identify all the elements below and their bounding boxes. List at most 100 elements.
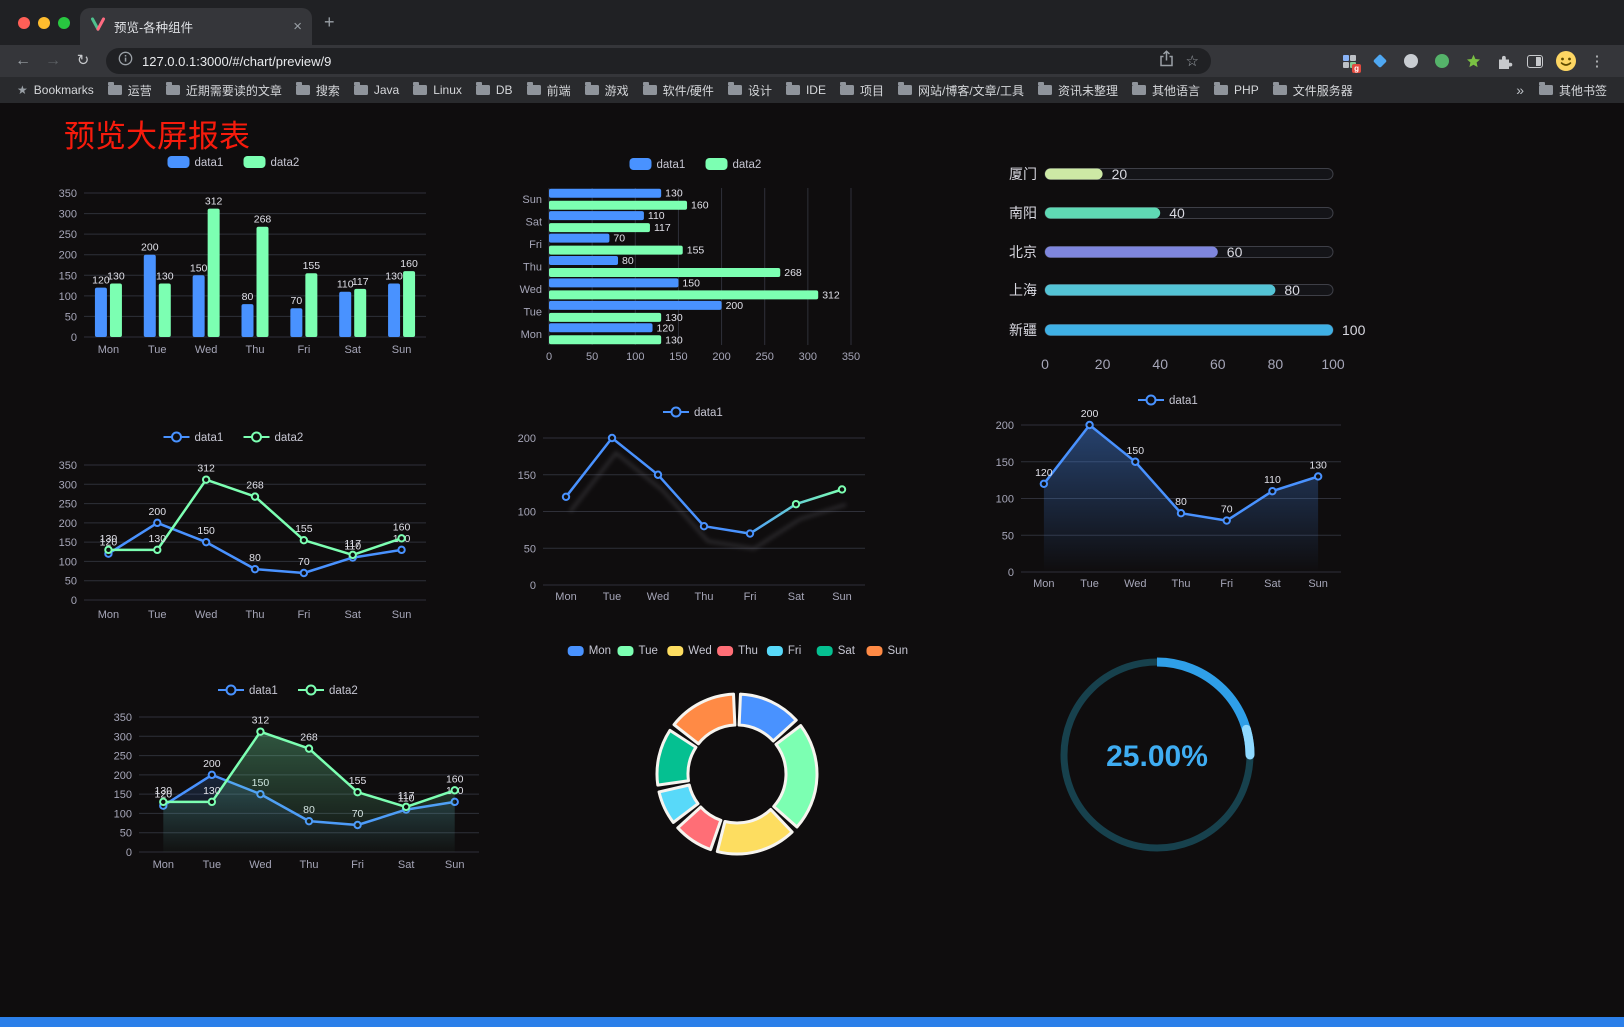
svg-text:Mon: Mon <box>1033 578 1054 590</box>
bookmark-folder[interactable]: 搜索 <box>289 80 347 101</box>
bookmark-star-icon[interactable]: ☆ <box>1185 53 1199 70</box>
svg-text:Sat: Sat <box>344 609 361 621</box>
svg-text:70: 70 <box>298 556 310 568</box>
area-line-chart: data1 0 50 100 150 200 Mon Tue Wed Thu Fri Sat Sun 12… <box>996 394 1341 590</box>
folder-icon <box>1272 82 1287 95</box>
svg-text:data2: data2 <box>329 685 358 697</box>
svg-text:100: 100 <box>996 494 1014 506</box>
folder-icon <box>1214 82 1229 95</box>
bookmark-folder[interactable]: 设计 <box>721 80 779 101</box>
site-info-icon[interactable] <box>118 51 133 71</box>
svg-text:Fri: Fri <box>297 344 310 356</box>
svg-text:Wed: Wed <box>647 591 669 603</box>
back-button[interactable]: ← <box>15 52 31 69</box>
gauge-chart: 25.00% <box>1060 657 1255 852</box>
bookmark-folder[interactable]: Java <box>347 80 406 101</box>
bookmarks-bar: ★ Bookmarks 运营 近期需要读的文章 搜索 Java Linux DB 前端 游戏软… <box>0 77 1624 103</box>
bookmark-folder[interactable]: 文件服务器 <box>1266 80 1360 101</box>
profile-avatar[interactable] <box>1553 48 1579 74</box>
svg-text:Thu: Thu <box>246 609 265 621</box>
new-tab-button[interactable]: + <box>324 12 335 32</box>
side-panel-icon[interactable] <box>1522 48 1548 74</box>
forward-button[interactable]: → <box>45 52 61 69</box>
svg-text:312: 312 <box>197 463 215 475</box>
ext-drop-icon[interactable] <box>1367 48 1393 74</box>
svg-text:312: 312 <box>205 196 223 208</box>
extensions-puzzle-icon[interactable] <box>1491 48 1517 74</box>
ext-github-icon[interactable] <box>1398 48 1424 74</box>
svg-text:200: 200 <box>114 770 132 782</box>
svg-text:110: 110 <box>337 279 354 291</box>
bookmark-folder[interactable]: 运营 <box>101 80 159 101</box>
svg-text:117: 117 <box>344 538 361 550</box>
svg-text:150: 150 <box>197 525 215 537</box>
ext-green-circle-icon[interactable] <box>1429 48 1455 74</box>
svg-text:100: 100 <box>59 291 77 303</box>
minimize-window-button[interactable] <box>38 17 50 29</box>
bookmark-folder[interactable]: PHP <box>1207 80 1266 101</box>
bookmark-folder[interactable]: 软件/硬件 <box>636 80 721 101</box>
svg-text:Tue: Tue <box>148 344 167 356</box>
svg-text:155: 155 <box>295 523 313 535</box>
bookmark-folder[interactable]: 近期需要读的文章 <box>159 80 289 101</box>
svg-text:268: 268 <box>300 732 318 744</box>
tab-close-icon[interactable]: × <box>293 18 302 35</box>
svg-text:Fri: Fri <box>529 239 542 251</box>
other-bookmarks-label: 其他书签 <box>1558 83 1607 98</box>
svg-text:70: 70 <box>613 233 625 245</box>
bookmark-folder[interactable]: 网站/博客/文章/工具 <box>891 80 1031 101</box>
star-icon: ★ <box>17 83 28 97</box>
bookmarks-root-item[interactable]: ★ Bookmarks <box>10 81 101 99</box>
svg-text:200: 200 <box>59 518 77 530</box>
browser-tab[interactable]: 预览-各种组件 × <box>80 8 312 45</box>
svg-text:250: 250 <box>59 229 77 241</box>
bookmark-folder[interactable]: Linux <box>406 80 469 101</box>
bookmark-folder[interactable]: 项目 <box>833 80 891 101</box>
extensions-area: g ⋮ <box>1336 48 1614 74</box>
bookmark-folder[interactable]: DB <box>469 80 520 101</box>
svg-text:Sat: Sat <box>1264 578 1281 590</box>
svg-text:Wed: Wed <box>688 645 711 657</box>
bookmark-folder[interactable]: IDE <box>779 80 833 101</box>
bookmark-folder[interactable]: 游戏 <box>578 80 636 101</box>
svg-text:Fri: Fri <box>351 859 364 871</box>
svg-text:155: 155 <box>303 260 321 272</box>
svg-text:100: 100 <box>518 507 536 519</box>
close-window-button[interactable] <box>18 17 30 29</box>
svg-text:0: 0 <box>1008 567 1014 579</box>
svg-text:130: 130 <box>665 188 683 200</box>
bookmark-folder[interactable]: 其他语言 <box>1125 80 1207 101</box>
svg-text:130: 130 <box>149 533 167 545</box>
share-icon[interactable] <box>1159 50 1174 72</box>
svg-text:Fri: Fri <box>297 609 310 621</box>
svg-text:110: 110 <box>344 541 361 553</box>
svg-text:200: 200 <box>518 433 536 445</box>
bookmarks-overflow-chevron[interactable]: » <box>1516 82 1524 98</box>
svg-text:200: 200 <box>1081 408 1099 420</box>
svg-text:100: 100 <box>114 808 132 820</box>
ext-star-icon[interactable] <box>1460 48 1486 74</box>
svg-text:80: 80 <box>1268 356 1284 372</box>
svg-text:Sat: Sat <box>788 591 805 603</box>
bookmark-folder[interactable]: 资讯未整理 <box>1031 80 1125 101</box>
reload-button[interactable]: ↻ <box>76 52 90 69</box>
svg-text:80: 80 <box>249 552 261 564</box>
svg-text:data2: data2 <box>275 432 304 444</box>
svg-text:Mon: Mon <box>555 591 576 603</box>
svg-text:0: 0 <box>530 580 536 592</box>
svg-text:120: 120 <box>155 789 173 801</box>
svg-text:Sun: Sun <box>888 645 908 657</box>
folder-icon <box>353 82 368 95</box>
bookmark-folder[interactable]: 前端 <box>520 80 578 101</box>
address-bar[interactable]: 127.0.0.1:3000/#/chart/preview/9 ☆ <box>106 48 1211 74</box>
svg-text:Tue: Tue <box>523 306 542 318</box>
svg-text:data1: data1 <box>694 407 723 419</box>
menu-kebab-icon[interactable]: ⋮ <box>1589 53 1605 70</box>
other-bookmarks[interactable]: 其他书签 <box>1532 80 1614 101</box>
zoom-window-button[interactable] <box>58 17 70 29</box>
svg-text:Fri: Fri <box>788 645 801 657</box>
folder-icon <box>642 82 657 95</box>
svg-text:70: 70 <box>1221 504 1233 516</box>
svg-text:150: 150 <box>59 537 77 549</box>
ext-grid-icon[interactable]: g <box>1336 48 1362 74</box>
